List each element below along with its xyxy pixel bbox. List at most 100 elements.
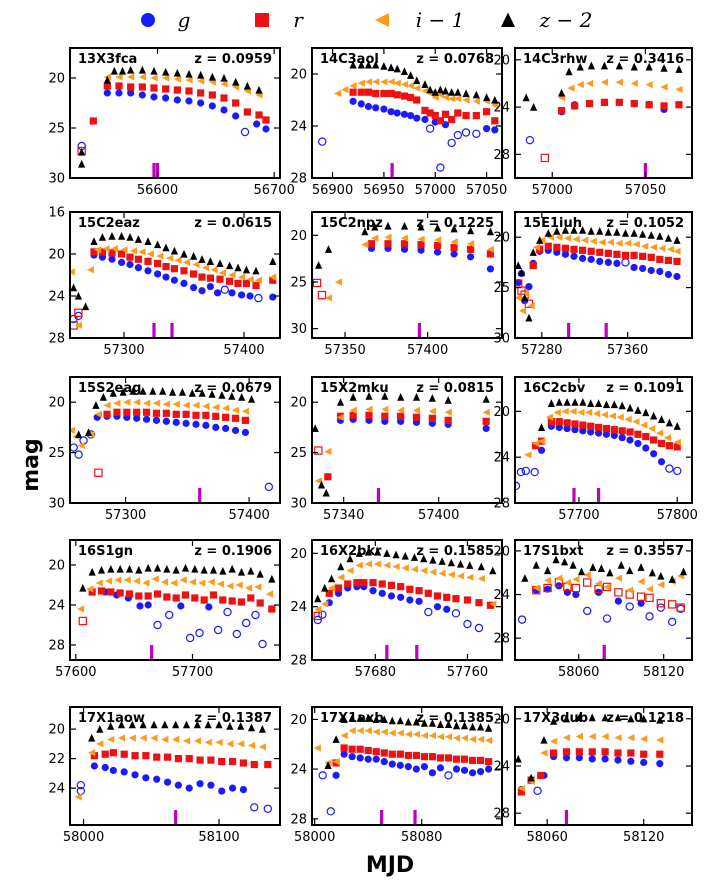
point-g — [318, 137, 327, 146]
point-z — [128, 720, 136, 729]
point-z — [198, 255, 206, 263]
point-z — [431, 88, 439, 96]
point-i — [110, 245, 118, 253]
point-z — [532, 560, 540, 569]
point-r — [583, 578, 592, 587]
panel-17X3dub: 58060 58120 20 24 28 17X3dub z = 0.1218 — [493, 706, 693, 845]
point-i — [546, 233, 554, 241]
point-g — [640, 758, 648, 767]
point-i — [561, 407, 569, 415]
point-r — [349, 88, 357, 96]
y-tick-label: 16 — [48, 206, 65, 221]
point-z — [126, 233, 134, 241]
point-i — [645, 585, 654, 593]
point-i — [448, 95, 456, 103]
point-z — [103, 75, 111, 84]
point-i — [258, 743, 266, 751]
point-z — [327, 574, 336, 583]
point-r — [604, 249, 612, 257]
x-tick-label: 57600 — [55, 665, 96, 680]
point-g — [340, 750, 348, 758]
point-r — [540, 153, 550, 163]
point-z — [371, 222, 379, 231]
point-r — [150, 84, 158, 92]
point-i — [466, 573, 474, 581]
point-r — [467, 245, 475, 253]
point-r — [109, 749, 117, 757]
point-z — [452, 721, 461, 730]
point-z — [617, 560, 625, 569]
point-z — [412, 717, 420, 726]
point-z — [197, 70, 205, 79]
point-z — [400, 67, 409, 75]
point-g — [474, 623, 484, 633]
point-g — [364, 102, 373, 111]
point-r — [415, 587, 423, 595]
point-i — [204, 738, 212, 746]
peak-marker — [572, 488, 576, 503]
y-tick-label: 20 — [493, 405, 510, 420]
panel-redshift: z = 0.1585 — [416, 544, 494, 559]
point-i — [600, 411, 609, 419]
point-i — [349, 82, 357, 90]
point-i — [630, 79, 638, 88]
point-r — [198, 273, 206, 281]
point-i — [673, 247, 681, 255]
point-z — [544, 229, 552, 237]
point-r — [255, 111, 263, 119]
point-z — [193, 720, 201, 729]
point-i — [392, 563, 400, 571]
point-r — [349, 411, 357, 419]
point-i — [648, 424, 656, 433]
panel-frame — [311, 211, 503, 339]
point-g — [425, 124, 435, 133]
point-i — [254, 583, 262, 591]
point-g — [396, 761, 404, 769]
point-z — [477, 562, 485, 571]
point-i — [102, 245, 110, 253]
point-r — [553, 243, 561, 251]
y-tick-label: 20 — [493, 53, 510, 68]
point-z — [324, 245, 333, 253]
point-z — [673, 422, 681, 430]
point-r — [162, 85, 170, 93]
point-i — [581, 236, 589, 244]
point-r — [74, 308, 83, 318]
point-i — [543, 576, 552, 584]
point-i — [624, 415, 632, 423]
point-i — [641, 242, 649, 250]
point-z — [70, 283, 78, 292]
point-z — [436, 720, 445, 728]
point-r — [364, 88, 373, 96]
panel-markers — [74, 720, 273, 813]
point-g — [610, 431, 618, 440]
point-g — [428, 769, 437, 777]
point-g — [533, 786, 542, 795]
panel-redshift: z = 0.3416 — [606, 52, 684, 67]
x-tick-label: 57400 — [223, 343, 264, 358]
point-r — [613, 250, 621, 258]
y-tick-label: 24 — [493, 451, 510, 466]
point-g — [602, 614, 612, 623]
point-g — [621, 258, 630, 267]
panel-name: 14C3rhw — [523, 52, 587, 67]
point-i — [170, 579, 178, 587]
point-r — [89, 117, 97, 125]
point-i — [406, 82, 415, 90]
point-i — [182, 737, 191, 745]
point-g — [562, 754, 571, 762]
point-z — [314, 594, 322, 603]
point-r — [268, 605, 276, 613]
point-i — [222, 404, 230, 412]
point-z — [380, 62, 388, 70]
y-tick-label: 20 — [290, 68, 307, 83]
point-g — [656, 267, 664, 276]
point-i — [324, 447, 332, 456]
point-i — [637, 577, 645, 586]
point-g — [142, 774, 150, 782]
point-z — [563, 398, 571, 406]
point-z — [74, 291, 82, 300]
point-z — [365, 392, 373, 400]
point-r — [191, 594, 199, 602]
point-g — [144, 601, 152, 609]
